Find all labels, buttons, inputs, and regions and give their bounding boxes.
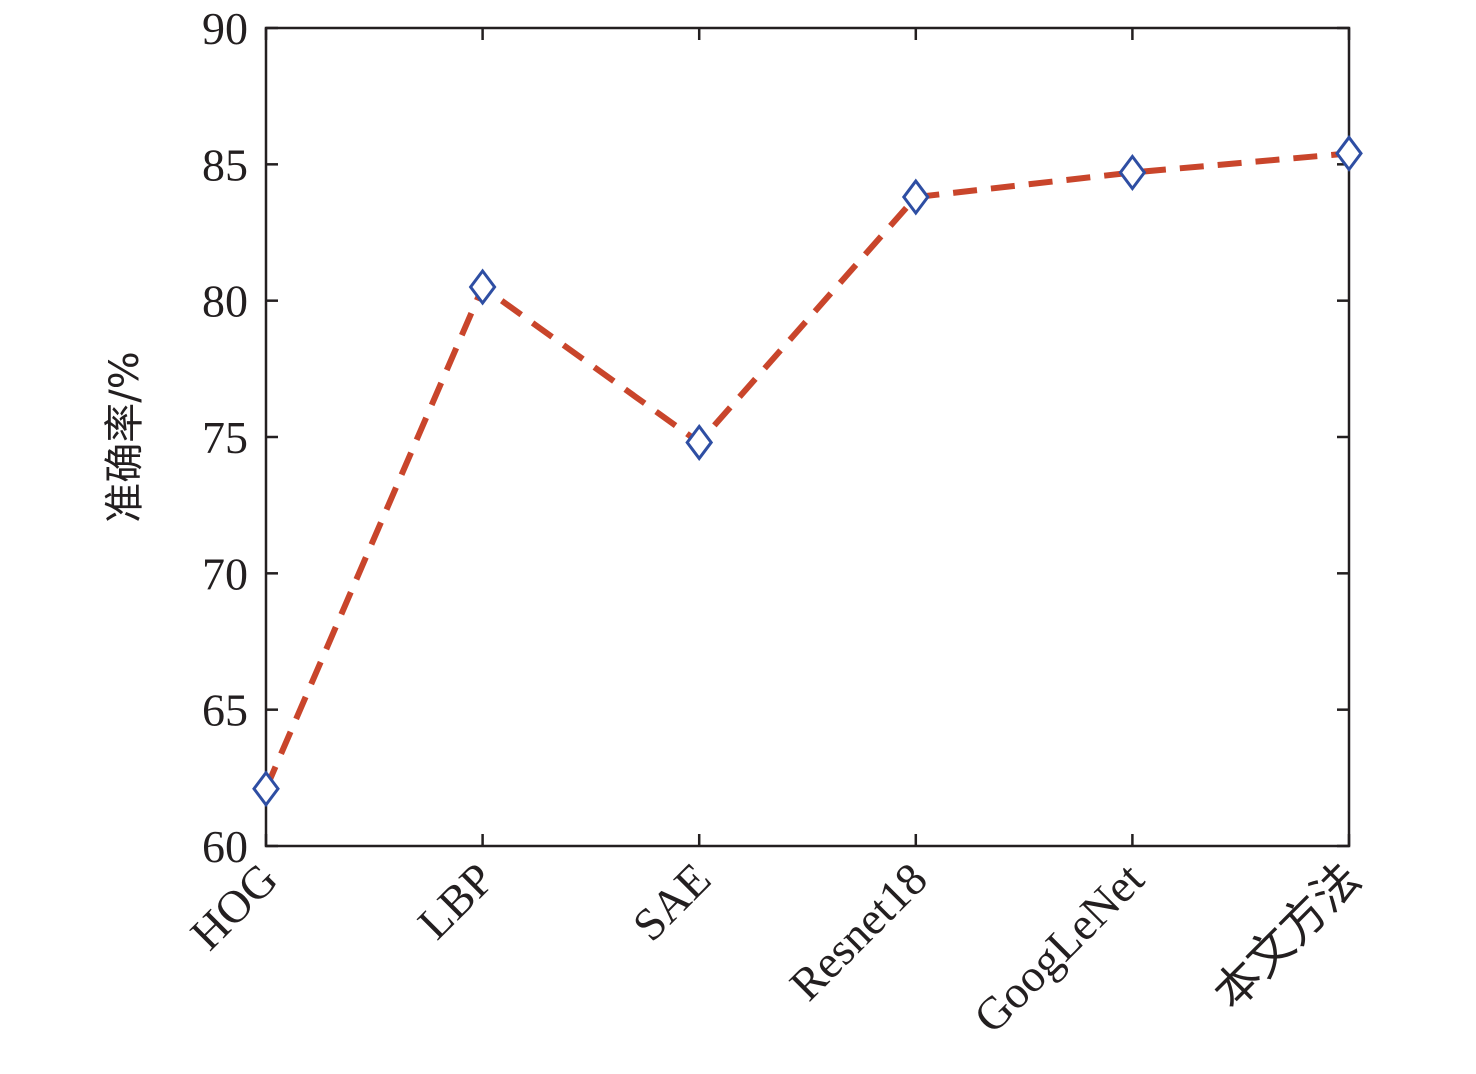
x-tick-label: Resnet18 bbox=[780, 853, 937, 1010]
data-point-marker bbox=[468, 268, 497, 306]
x-tick-label: LBP bbox=[408, 853, 504, 949]
y-tick-label: 80 bbox=[202, 276, 248, 327]
y-tick-label: 90 bbox=[202, 3, 248, 54]
y-tick-label: 60 bbox=[202, 821, 248, 872]
series-line bbox=[263, 150, 1350, 790]
y-tick-label: 75 bbox=[202, 412, 248, 463]
data-point-marker bbox=[685, 423, 714, 461]
y-axis-ticks: 60 65 70 75 80 85 90 bbox=[202, 3, 1349, 872]
x-tick-label: HOG bbox=[181, 853, 288, 960]
x-tick-label: GoogLeNet bbox=[964, 853, 1154, 1043]
x-axis-ticks: HOG LBP SAE Resnet18 GoogLeNet 本文方法 bbox=[181, 28, 1370, 1043]
y-tick-label: 85 bbox=[202, 139, 248, 190]
x-tick-label: 本文方法 bbox=[1204, 853, 1370, 1019]
plot-frame bbox=[264, 26, 1351, 848]
series-markers bbox=[252, 134, 1363, 808]
data-point-marker bbox=[1335, 134, 1363, 172]
y-tick-label: 70 bbox=[202, 548, 248, 599]
data-point-marker bbox=[252, 770, 280, 808]
y-tick-label: 65 bbox=[202, 685, 248, 736]
data-point-marker bbox=[901, 178, 930, 216]
x-tick-label: SAE bbox=[623, 853, 721, 951]
y-axis-title: 准确率/% bbox=[102, 351, 148, 522]
data-point-marker bbox=[1118, 154, 1147, 192]
